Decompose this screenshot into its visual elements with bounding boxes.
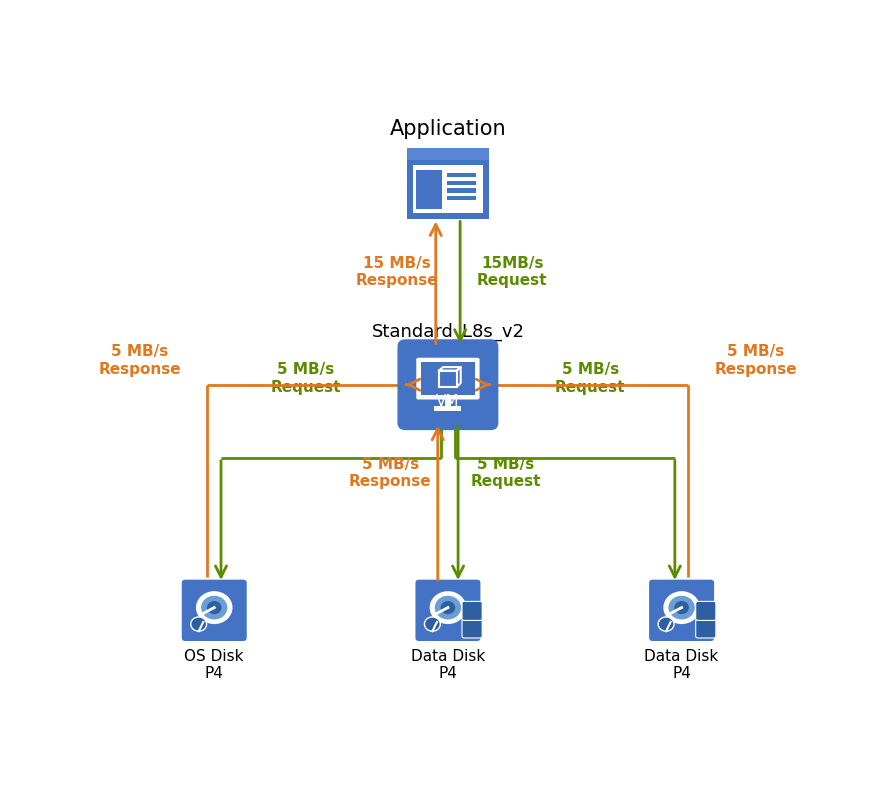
- Bar: [413, 166, 482, 213]
- FancyBboxPatch shape: [462, 619, 482, 638]
- Bar: [447, 173, 475, 177]
- Bar: [447, 181, 475, 185]
- Circle shape: [191, 617, 206, 631]
- Circle shape: [678, 604, 685, 611]
- Text: 5 MB/s
Response: 5 MB/s Response: [349, 457, 432, 489]
- Bar: [447, 196, 475, 200]
- Circle shape: [434, 596, 461, 619]
- FancyBboxPatch shape: [398, 339, 498, 430]
- Bar: [445, 398, 451, 406]
- Bar: [434, 406, 461, 410]
- FancyBboxPatch shape: [407, 148, 489, 219]
- Bar: [416, 169, 442, 209]
- Text: Data Disk
P4: Data Disk P4: [411, 649, 485, 681]
- FancyBboxPatch shape: [696, 619, 716, 638]
- Circle shape: [425, 617, 440, 631]
- Circle shape: [201, 596, 227, 619]
- Text: Standard_L8s_v2: Standard_L8s_v2: [371, 322, 524, 341]
- Circle shape: [196, 591, 232, 624]
- Text: VM: VM: [436, 394, 460, 409]
- Circle shape: [211, 604, 218, 611]
- Text: 5 MB/s
Request: 5 MB/s Request: [270, 363, 341, 395]
- FancyBboxPatch shape: [414, 579, 482, 642]
- Bar: [421, 362, 475, 395]
- Bar: [407, 148, 489, 160]
- Circle shape: [440, 601, 455, 615]
- Text: 5 MB/s
Response: 5 MB/s Response: [99, 344, 181, 376]
- Text: 15MB/s
Request: 15MB/s Request: [477, 256, 547, 288]
- Text: 15 MB/s
Response: 15 MB/s Response: [356, 256, 439, 288]
- Text: OS Disk
P4: OS Disk P4: [184, 649, 244, 681]
- Circle shape: [675, 601, 689, 615]
- Circle shape: [207, 601, 221, 615]
- Text: Application: Application: [390, 120, 506, 139]
- Circle shape: [658, 617, 674, 631]
- Bar: [447, 188, 475, 192]
- Circle shape: [663, 591, 700, 624]
- Text: 5 MB/s
Request: 5 MB/s Request: [470, 457, 541, 489]
- Circle shape: [430, 591, 466, 624]
- Text: 5 MB/s
Response: 5 MB/s Response: [715, 344, 797, 376]
- Circle shape: [669, 596, 695, 619]
- Text: 5 MB/s
Request: 5 MB/s Request: [555, 363, 626, 395]
- FancyBboxPatch shape: [462, 601, 482, 620]
- FancyBboxPatch shape: [416, 358, 480, 399]
- Circle shape: [445, 604, 451, 611]
- FancyBboxPatch shape: [649, 579, 715, 642]
- FancyBboxPatch shape: [696, 601, 716, 620]
- Text: Data Disk
P4: Data Disk P4: [644, 649, 718, 681]
- FancyBboxPatch shape: [181, 579, 247, 642]
